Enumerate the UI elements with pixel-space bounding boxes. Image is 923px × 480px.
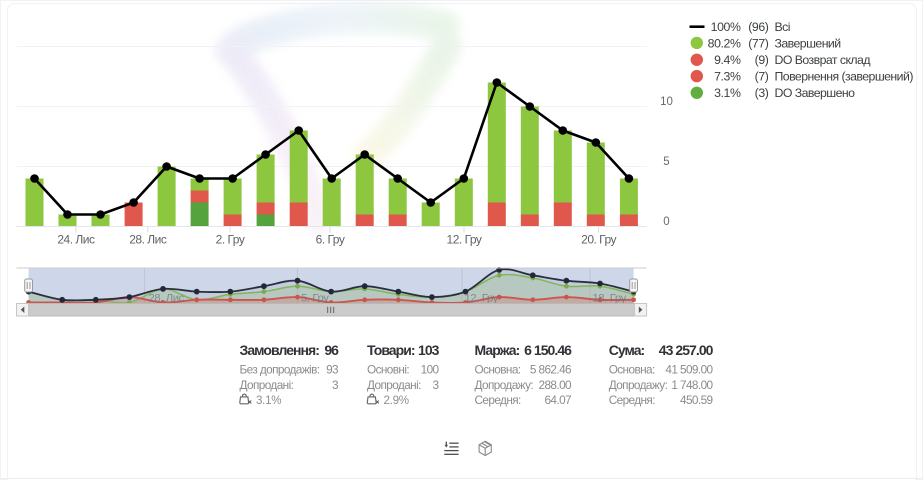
svg-text:10: 10 bbox=[660, 96, 673, 108]
svg-text:3.1%: 3.1% bbox=[256, 394, 281, 407]
svg-text:Всі: Всі bbox=[775, 20, 790, 34]
svg-text:103: 103 bbox=[418, 342, 440, 358]
svg-text:96: 96 bbox=[324, 342, 339, 358]
svg-text:Основна:: Основна: bbox=[475, 363, 521, 377]
svg-text:5. Гру: 5. Гру bbox=[301, 293, 329, 305]
svg-text:43 257.00: 43 257.00 bbox=[659, 342, 714, 358]
svg-text:Повернення (завершений): Повернення (завершений) bbox=[775, 70, 914, 84]
svg-text:20. Гру: 20. Гру bbox=[581, 233, 616, 247]
svg-text:(3): (3) bbox=[755, 86, 769, 100]
svg-text:5 862.46: 5 862.46 bbox=[530, 363, 572, 377]
svg-text:3: 3 bbox=[332, 378, 339, 392]
svg-text:Маржа:: Маржа: bbox=[475, 342, 520, 358]
svg-text:41 509.00: 41 509.00 bbox=[665, 363, 713, 377]
svg-text:DO Возврат склад: DO Возврат склад bbox=[775, 53, 871, 67]
svg-text:450.59: 450.59 bbox=[680, 393, 713, 407]
svg-text:6. Гру: 6. Гру bbox=[316, 233, 345, 247]
svg-text:Сума:: Сума: bbox=[609, 342, 645, 358]
svg-text:5: 5 bbox=[663, 156, 669, 168]
svg-text:7.3%: 7.3% bbox=[714, 70, 741, 84]
svg-text:(7): (7) bbox=[755, 70, 769, 84]
svg-text:Допродажу:: Допродажу: bbox=[609, 378, 668, 392]
svg-text:9.4%: 9.4% bbox=[714, 53, 741, 67]
svg-text:(9): (9) bbox=[755, 53, 769, 67]
svg-text:0: 0 bbox=[663, 216, 669, 228]
svg-text:12. Гру: 12. Гру bbox=[465, 293, 499, 305]
svg-text:28. Лис: 28. Лис bbox=[129, 233, 167, 247]
svg-text:Завершений: Завершений bbox=[775, 36, 842, 50]
svg-text:28. Лис: 28. Лис bbox=[149, 293, 185, 305]
svg-text:18. Гру: 18. Гру bbox=[593, 293, 627, 305]
svg-text:Основні:: Основні: bbox=[367, 363, 409, 377]
svg-text:24. Лис: 24. Лис bbox=[57, 233, 95, 247]
svg-text:3.1%: 3.1% bbox=[714, 86, 741, 100]
svg-text:12. Гру: 12. Гру bbox=[447, 233, 482, 247]
svg-text:80.2%: 80.2% bbox=[708, 36, 741, 50]
svg-text:100%: 100% bbox=[711, 20, 741, 34]
svg-text:3: 3 bbox=[433, 378, 440, 392]
svg-text:288.00: 288.00 bbox=[539, 378, 573, 392]
svg-text:(96): (96) bbox=[748, 20, 769, 34]
svg-text:Без допродажів:: Без допродажів: bbox=[240, 363, 320, 377]
svg-text:6 150.46: 6 150.46 bbox=[524, 342, 572, 358]
svg-text:Допродажу:: Допродажу: bbox=[475, 378, 534, 392]
svg-text:100: 100 bbox=[421, 363, 440, 377]
svg-text:(77): (77) bbox=[748, 36, 769, 50]
svg-text:Допродані:: Допродані: bbox=[240, 378, 294, 392]
svg-text:93: 93 bbox=[326, 363, 339, 377]
svg-text:Замовлення:: Замовлення: bbox=[240, 342, 320, 358]
svg-text:1 748.00: 1 748.00 bbox=[671, 378, 713, 392]
svg-text:2.9%: 2.9% bbox=[384, 394, 409, 407]
svg-text:Допродані:: Допродані: bbox=[367, 378, 421, 392]
svg-text:Середня:: Середня: bbox=[609, 393, 656, 407]
svg-text:Товари:: Товари: bbox=[367, 342, 415, 358]
svg-text:64.07: 64.07 bbox=[544, 393, 571, 407]
svg-text:Основна:: Основна: bbox=[609, 363, 655, 377]
svg-text:Середня:: Середня: bbox=[475, 393, 522, 407]
svg-text:DO Завершено: DO Завершено bbox=[775, 86, 856, 100]
svg-text:2. Гру: 2. Гру bbox=[216, 233, 245, 247]
